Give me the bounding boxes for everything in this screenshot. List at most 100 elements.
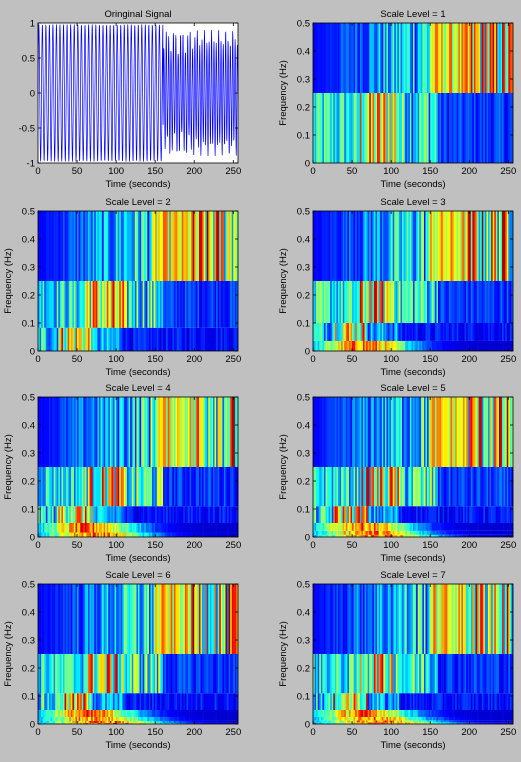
heatmap-cell [217, 584, 220, 654]
heatmap-cell [336, 530, 339, 535]
heatmap-cell [45, 523, 48, 533]
heatmap-cell [439, 693, 442, 710]
heatmap-cell [123, 523, 126, 533]
heatmap-cell [55, 397, 58, 467]
heatmap-cell [194, 523, 197, 533]
heatmap-cell [328, 281, 331, 323]
heatmap-cell [52, 506, 54, 523]
heatmap-cell [161, 710, 164, 717]
heatmap-cell [402, 720, 404, 723]
heatmap-cell [409, 467, 412, 507]
heatmap-cell [369, 506, 372, 523]
heatmap-cell [89, 722, 92, 724]
heatmap-cell [386, 340, 389, 351]
heatmap-cell [66, 327, 68, 351]
heatmap-cell [403, 467, 406, 507]
heatmap-cell [127, 211, 129, 281]
heatmap-cell [86, 717, 89, 721]
heatmap-cell [88, 523, 90, 533]
heatmap-cell [386, 211, 389, 281]
heatmap-cell [503, 722, 506, 724]
heatmap-cell [317, 340, 320, 351]
heatmap-cell [89, 720, 92, 723]
heatmap-cell [188, 397, 190, 467]
heatmap-cell [403, 211, 406, 281]
heatmap-cell [170, 722, 173, 724]
heatmap-cell [113, 281, 115, 328]
heatmap-cell [197, 532, 200, 537]
heatmap-cell [363, 717, 365, 721]
heatmap-cell [361, 211, 364, 281]
heatmap-cell [391, 584, 393, 654]
heatmap-cell [506, 534, 509, 537]
heatmap-cell [211, 532, 214, 537]
heatmap-cell [108, 281, 111, 328]
heatmap-cell [233, 693, 236, 710]
heatmap-cell [220, 654, 223, 694]
heatmap-cell [448, 23, 451, 93]
heatmap-cell [333, 722, 336, 724]
heatmap-cell [47, 654, 50, 694]
heatmap-cell [342, 693, 345, 710]
heatmap-cell [214, 717, 217, 721]
y-tick-label: -0.5 [19, 124, 35, 135]
heatmap-cell [452, 523, 454, 531]
heatmap-cell [355, 722, 358, 724]
heatmap-cell [316, 211, 318, 281]
heatmap-cell [406, 523, 409, 531]
heatmap-cell [420, 530, 423, 535]
heatmap-cell [459, 720, 462, 723]
heatmap-cell [352, 722, 354, 724]
heatmap-cell [203, 532, 206, 537]
heatmap-cell [319, 323, 322, 341]
heatmap-cell [348, 281, 351, 323]
heatmap-cell [436, 720, 439, 723]
heatmap-cell [194, 720, 197, 723]
heatmap-cell [208, 722, 211, 724]
heatmap-cell [456, 693, 459, 710]
heatmap-cell [167, 710, 170, 717]
heatmap-cell [447, 710, 450, 717]
heatmap-cell [361, 23, 364, 93]
heatmap-cell [89, 211, 92, 281]
heatmap-cell [478, 584, 481, 654]
heatmap-cell [459, 654, 462, 694]
heatmap-cell [138, 720, 140, 723]
heatmap-cell [358, 722, 361, 724]
heatmap-cell [355, 467, 358, 507]
heatmap-cell [333, 534, 336, 537]
heatmap-cell [234, 722, 237, 724]
heatmap-cell [80, 281, 83, 328]
heatmap-cell [511, 467, 514, 507]
heatmap-cell [464, 530, 467, 535]
heatmap-cell [359, 654, 362, 694]
heatmap-cell [181, 211, 184, 281]
heatmap-cell [161, 523, 164, 533]
heatmap-cell [453, 654, 456, 694]
heatmap-cell [459, 93, 462, 163]
heatmap-cell [384, 710, 387, 717]
heatmap-cell [200, 523, 203, 533]
heatmap-cell [180, 397, 183, 467]
heatmap-cell [109, 397, 112, 467]
heatmap-cell [373, 93, 376, 163]
heatmap-cell [228, 211, 231, 281]
heatmap-cell [442, 710, 445, 717]
heatmap-cell [108, 523, 111, 533]
heatmap-cell [489, 693, 492, 710]
heatmap-cell [408, 281, 411, 323]
heatmap-cell [59, 722, 62, 724]
heatmap-cell [70, 397, 73, 467]
heatmap-cell [336, 523, 339, 531]
heatmap-cell [169, 397, 172, 467]
heatmap-cell [105, 717, 108, 721]
heatmap-cell [148, 467, 151, 507]
heatmap-cell [381, 211, 384, 281]
heatmap-cell [153, 693, 156, 710]
heatmap-cell [388, 93, 390, 163]
heatmap-cell [225, 467, 228, 507]
heatmap-cell [508, 211, 511, 281]
heatmap-cell [497, 693, 500, 710]
heatmap-cell [398, 467, 401, 507]
heatmap-cell [169, 693, 172, 710]
